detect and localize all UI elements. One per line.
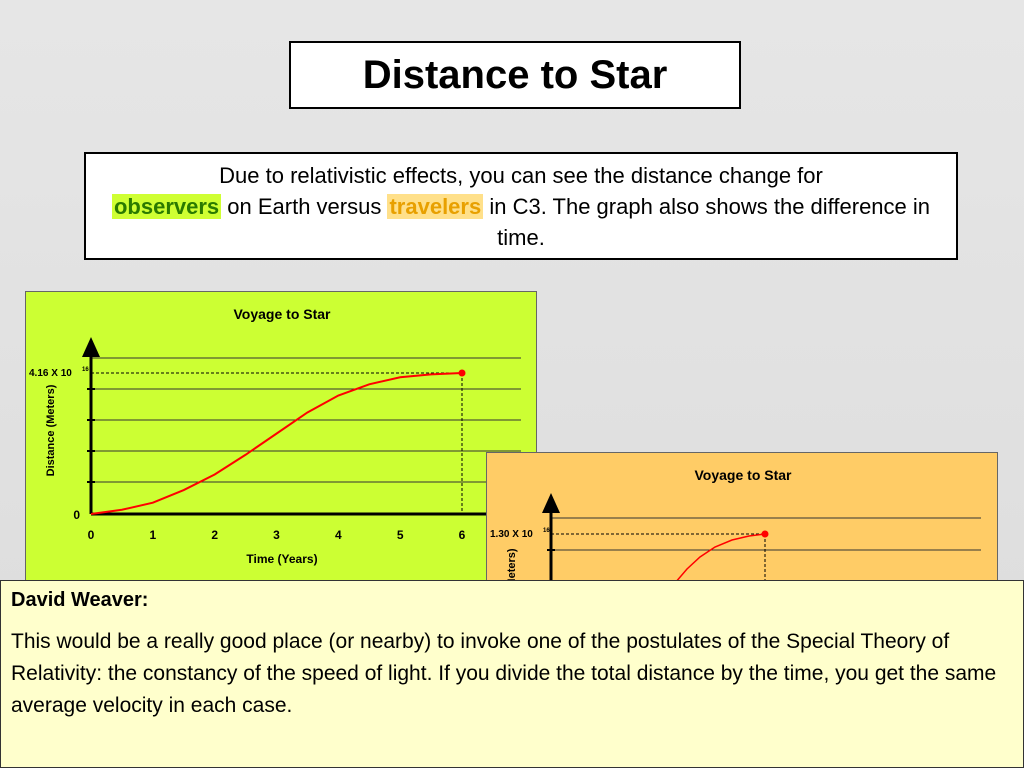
x-tick-label: 1	[149, 528, 156, 542]
note-body: This would be a really good place (or ne…	[11, 630, 997, 717]
chart-title: Voyage to Star	[695, 467, 793, 483]
observer-chart: Voyage to Star 0 1 2 3 4 5 6 Time (Years) Distanc…	[25, 291, 537, 591]
x-axis-label: Time (Years)	[246, 552, 317, 566]
y-axis-label: Meters)	[506, 548, 518, 587]
chart-title: Voyage to Star	[234, 306, 332, 322]
x-tick-label: 4	[335, 528, 342, 542]
x-tick-label: 3	[273, 528, 280, 542]
travelers-highlight: travelers	[387, 194, 484, 219]
x-tick-label: 0	[88, 528, 95, 542]
traveler-chart-svg: Voyage to Star 1.30 X 10 16 Meters)	[490, 467, 981, 591]
y-axis-label: Distance (Meters)	[45, 384, 57, 476]
y-max-label: 4.16 X 10	[29, 368, 72, 379]
y-max-exponent: 16	[82, 367, 89, 373]
speaker-note: David Weaver: This would be a really goo…	[0, 580, 1024, 768]
observer-chart-svg: Voyage to Star 0 1 2 3 4 5 6 Time (Years) Distanc…	[29, 306, 531, 566]
description-tail: in C3. The graph also shows the differen…	[483, 194, 931, 250]
y-zero-label: 0	[73, 508, 80, 522]
series-line	[90, 372, 463, 515]
observers-highlight: observers	[111, 194, 222, 219]
series-line	[674, 533, 766, 584]
y-max-exponent: 16	[543, 528, 550, 534]
x-tick-label: 6	[459, 528, 466, 542]
description-mid: on Earth versus	[221, 194, 388, 219]
description-line1: Due to relativistic effects, you can see…	[219, 163, 823, 188]
description-box: Due to relativistic effects, you can see…	[84, 152, 958, 260]
endpoint-marker	[761, 530, 769, 538]
note-author: David Weaver:	[11, 589, 149, 611]
x-tick-label: 5	[397, 528, 404, 542]
slide-title: Distance to Star	[289, 41, 741, 109]
endpoint-marker	[458, 369, 466, 377]
y-max-label: 1.30 X 10	[490, 529, 533, 540]
traveler-chart: Voyage to Star 1.30 X 10 16 Meters)	[486, 452, 998, 592]
y-axis-arrow-icon	[542, 493, 560, 513]
y-axis-arrow-icon	[82, 337, 100, 357]
x-tick-label: 2	[211, 528, 218, 542]
